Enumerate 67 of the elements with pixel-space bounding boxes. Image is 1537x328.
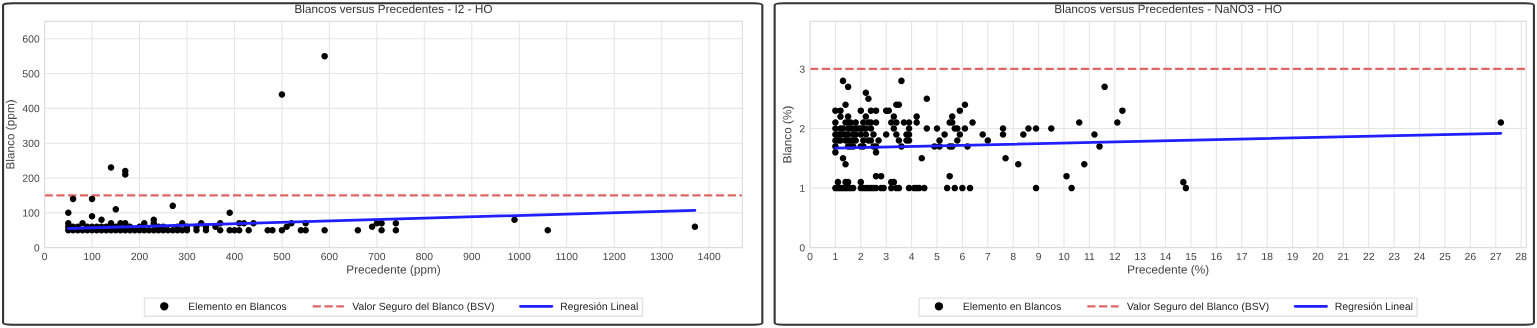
x-tick-label: 300 <box>178 252 196 261</box>
x-tick-label: 10 <box>1058 252 1070 261</box>
x-tick-label: 24 <box>1414 252 1426 261</box>
x-tick-label: 1000 <box>508 252 531 261</box>
x-tick-label: 100 <box>84 252 101 261</box>
x-tick-label: 28 <box>1515 252 1527 261</box>
x-tick-label: 400 <box>226 252 243 261</box>
legend-label: Valor Seguro del Blanco (BSV) <box>352 302 494 313</box>
x-tick-label: 11 <box>1084 252 1095 261</box>
x-tick-label: 500 <box>273 252 291 261</box>
x-tick-label: 0 <box>807 252 813 261</box>
x-tick-label: 13 <box>1135 252 1146 261</box>
x-axis-title: Precedente (ppm) <box>347 264 440 276</box>
y-tick-label: 1 <box>800 184 805 192</box>
x-tick-label: 14 <box>1160 252 1172 261</box>
y-axis-title: Blanco (ppm) <box>5 100 17 169</box>
x-tick-label: 5 <box>934 252 940 261</box>
x-tick-label: 1400 <box>698 252 721 261</box>
x-tick-label: 7 <box>985 252 991 261</box>
x-tick-label: 16 <box>1211 252 1222 261</box>
x-tick-label: 12 <box>1109 252 1121 261</box>
y-tick-label: 500 <box>22 70 40 78</box>
x-tick-label: 21 <box>1338 252 1349 261</box>
x-tick-label: 22 <box>1363 252 1375 261</box>
x-tick-label: 15 <box>1185 252 1197 261</box>
legend-label: Elemento en Blancos <box>963 302 1061 311</box>
y-axis-title: Blanco (%) <box>782 106 794 163</box>
x-tick-label: 26 <box>1465 252 1476 261</box>
chart-title: Blancos versus Precedentes - NaNO3 - HO <box>1055 4 1282 14</box>
legend-label: Elemento en Blancos <box>189 302 287 311</box>
x-tick-label: 6 <box>960 252 965 261</box>
x-tick-label: 900 <box>463 252 481 261</box>
x-tick-label: 27 <box>1490 252 1502 261</box>
x-tick-label: 8 <box>1010 252 1016 261</box>
x-tick-label: 19 <box>1287 252 1298 261</box>
x-tick-label: 1100 <box>556 252 578 261</box>
x-tick-label: 20 <box>1312 252 1324 261</box>
x-tick-label: 800 <box>416 252 433 261</box>
y-tick-label: 2 <box>799 125 805 133</box>
legend-label: Regresión Lineal <box>561 302 638 313</box>
x-tick-label: 1 <box>833 252 838 261</box>
x-tick-label: 4 <box>908 252 915 261</box>
x-tick-label: 1300 <box>650 252 673 261</box>
chart-title: Blancos versus Precedentes - I2 - HO <box>295 4 492 14</box>
y-tick-label: 200 <box>22 174 40 182</box>
x-tick-label: 2 <box>858 252 864 261</box>
x-tick-label: 23 <box>1388 252 1400 261</box>
y-tick-label: 400 <box>22 104 40 113</box>
x-tick-label: 17 <box>1236 252 1248 261</box>
x-tick-label: 25 <box>1439 252 1451 261</box>
y-tick-label: 3 <box>799 65 805 73</box>
y-tick-label: 100 <box>23 209 40 217</box>
x-tick-label: 1200 <box>603 252 626 261</box>
x-tick-label: 9 <box>1036 252 1041 261</box>
y-tick-label: 300 <box>22 139 40 148</box>
x-tick-label: 18 <box>1262 252 1273 261</box>
y-tick-label: 0 <box>799 244 805 252</box>
x-tick-label: 200 <box>131 252 148 261</box>
y-tick-label: 0 <box>34 244 40 252</box>
legend-label: Regresión Lineal <box>1335 302 1413 313</box>
x-tick-label: 600 <box>321 252 338 261</box>
x-tick-label: 700 <box>368 252 386 261</box>
x-tick-label: 3 <box>883 252 889 261</box>
y-tick-label: 600 <box>22 35 40 43</box>
x-axis-title: Precedente (%) <box>1128 264 1209 276</box>
legend-label: Valor Seguro del Blanco (BSV) <box>1126 302 1269 313</box>
x-tick-label: 0 <box>42 252 48 261</box>
